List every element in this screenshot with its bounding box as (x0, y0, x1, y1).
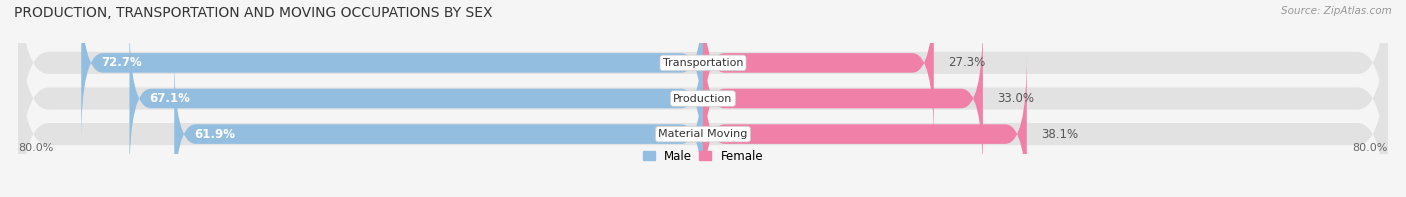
FancyBboxPatch shape (18, 20, 1388, 197)
Text: 38.1%: 38.1% (1042, 128, 1078, 141)
FancyBboxPatch shape (18, 0, 1388, 197)
FancyBboxPatch shape (703, 55, 1026, 197)
Text: Material Moving: Material Moving (658, 129, 748, 139)
FancyBboxPatch shape (703, 19, 983, 178)
Text: Transportation: Transportation (662, 58, 744, 68)
Text: PRODUCTION, TRANSPORTATION AND MOVING OCCUPATIONS BY SEX: PRODUCTION, TRANSPORTATION AND MOVING OC… (14, 6, 492, 20)
FancyBboxPatch shape (82, 0, 703, 142)
Text: Production: Production (673, 94, 733, 103)
Text: 80.0%: 80.0% (18, 143, 53, 153)
FancyBboxPatch shape (703, 0, 934, 142)
FancyBboxPatch shape (174, 55, 703, 197)
Text: 27.3%: 27.3% (949, 56, 986, 69)
FancyBboxPatch shape (129, 19, 703, 178)
Text: 33.0%: 33.0% (997, 92, 1035, 105)
Legend: Male, Female: Male, Female (638, 145, 768, 168)
Text: 61.9%: 61.9% (194, 128, 235, 141)
Text: 67.1%: 67.1% (149, 92, 190, 105)
FancyBboxPatch shape (18, 0, 1388, 177)
Text: Source: ZipAtlas.com: Source: ZipAtlas.com (1281, 6, 1392, 16)
Text: 72.7%: 72.7% (101, 56, 142, 69)
Text: 80.0%: 80.0% (1353, 143, 1388, 153)
